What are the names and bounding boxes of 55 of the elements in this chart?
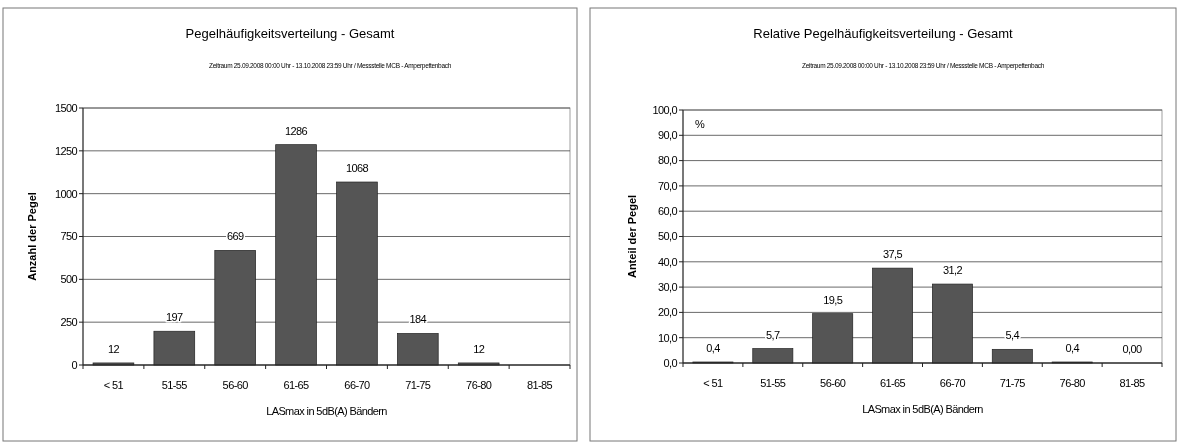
y-tick-label: 20,0 (657, 306, 678, 319)
y-tick-label: 30,0 (657, 280, 678, 293)
chart-title: Pegelhäufigkeitsverteilung - Gesamt (185, 26, 395, 41)
x-tick-label: < 51 (103, 379, 124, 391)
y-tick-label: 0 (71, 358, 78, 371)
x-tick-label: 66-70 (344, 379, 370, 391)
data-label: 12 (473, 342, 485, 355)
y-tick-label: 40,0 (657, 255, 678, 268)
y-tick-label: 1250 (54, 144, 78, 157)
y-tick-label: 250 (60, 316, 78, 329)
x-axis-title: LASmax in 5dB(A) Bändern (862, 403, 984, 415)
y-tick-label: 50,0 (657, 230, 678, 243)
data-label: 197 (166, 311, 184, 324)
x-tick-label: 71-75 (405, 379, 431, 391)
y-tick-label: 750 (60, 230, 78, 243)
y-tick-label: 10,0 (657, 331, 678, 344)
data-label: 12 (107, 342, 120, 355)
data-label: 1068 (345, 162, 369, 175)
annotation: % (695, 118, 705, 130)
data-label: 1286 (285, 124, 308, 137)
data-label: 19,5 (823, 293, 843, 306)
x-axis-title: LASmax in 5dB(A) Bändern (266, 405, 388, 417)
data-label: 31,2 (942, 264, 963, 277)
x-tick-label: 61-65 (879, 377, 906, 389)
y-tick-label: 70,0 (657, 179, 678, 192)
x-tick-label: 81-85 (1119, 377, 1146, 389)
y-tick-label: 60,0 (657, 205, 678, 218)
x-tick-label: 51-55 (161, 379, 188, 391)
x-tick-label: < 51 (703, 377, 724, 389)
x-tick-label: 56-60 (222, 379, 249, 391)
y-tick-label: 1000 (54, 187, 78, 200)
data-label: 0,4 (1065, 341, 1080, 354)
x-tick-label: 61-65 (283, 379, 310, 391)
y-tick-label: 1500 (54, 101, 78, 114)
data-label: 5,4 (1005, 329, 1020, 342)
y-tick-label: 80,0 (657, 154, 678, 167)
y-tick-label: 0,0 (663, 356, 678, 369)
data-label: 37,5 (883, 248, 903, 261)
y-tick-label: 500 (60, 273, 78, 286)
x-tick-label: 76-80 (466, 379, 492, 391)
x-tick-label: 51-55 (760, 377, 786, 389)
y-tick-label: 90,0 (657, 129, 678, 142)
y-tick-label: 100,0 (652, 103, 678, 116)
chart-title: Relative Pegelhäufigkeitsverteilung - Gesamt (753, 26, 1014, 41)
y-axis-title: Anteil der Pegel (626, 194, 638, 279)
data-label: 184 (409, 313, 427, 326)
data-label: 5,7 (766, 328, 781, 341)
x-tick-label: 71-75 (999, 377, 1026, 389)
x-tick-label: 76-80 (1059, 377, 1086, 389)
y-axis-title: Anzahl der Pegel (26, 192, 38, 281)
x-tick-label: 66-70 (939, 377, 966, 389)
x-tick-label: 81-85 (526, 379, 553, 391)
data-label: 0,4 (706, 341, 721, 354)
x-tick-label: 56-60 (820, 377, 846, 389)
data-label: 0,00 (1122, 343, 1143, 355)
